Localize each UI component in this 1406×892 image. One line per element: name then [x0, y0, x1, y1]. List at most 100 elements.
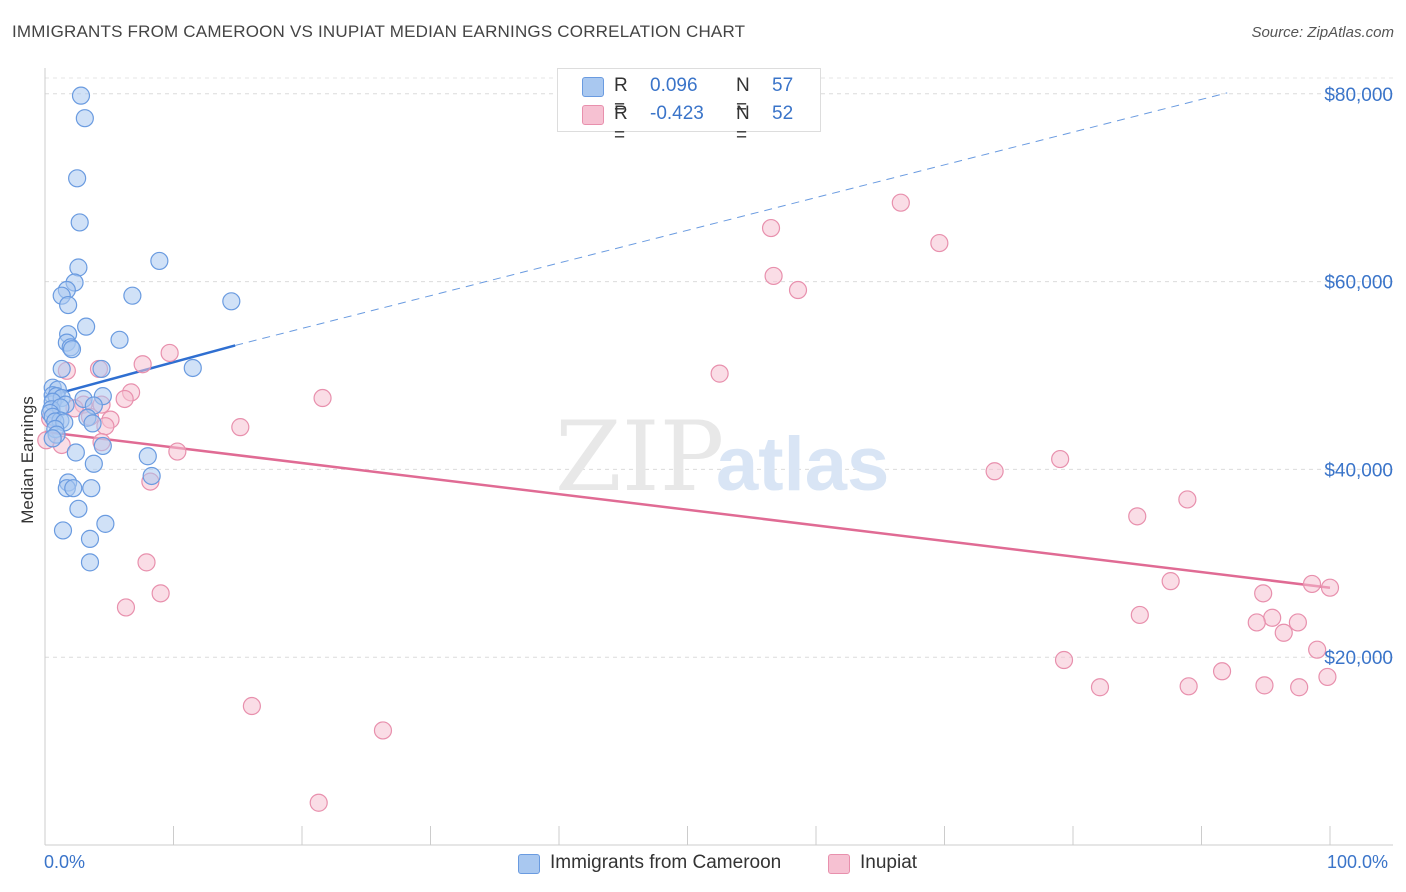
series-swatch-inupiat: [828, 854, 850, 874]
point-cameroon-46: [84, 454, 103, 473]
point-inupiat-28: [1178, 490, 1197, 509]
point-cameroon-12: [77, 317, 96, 336]
x-tick-label-min: 0.0%: [44, 852, 86, 872]
point-cameroon-15: [110, 330, 129, 349]
point-inupiat-52: [309, 793, 328, 812]
point-inupiat-11: [115, 389, 134, 409]
legend-n-label: N =: [736, 103, 750, 146]
chart-title: IMMIGRANTS FROM CAMEROON VS INUPIAT MEDI…: [12, 22, 746, 41]
point-inupiat-51: [373, 721, 393, 740]
point-inupiat-6: [133, 355, 152, 374]
point-inupiat-5: [160, 343, 179, 363]
point-cameroon-55: [80, 529, 100, 548]
point-cameroon-3: [70, 213, 89, 232]
y-tick-label-0: $20,000: [1324, 648, 1393, 669]
point-cameroon-18: [52, 359, 71, 379]
point-inupiat-0: [891, 193, 910, 212]
legend-r-value: 0.096: [650, 75, 698, 96]
point-cameroon-11: [222, 292, 241, 311]
series-swatch-cameroon: [518, 854, 540, 874]
point-cameroon-39: [83, 414, 102, 433]
point-inupiat-38: [1130, 605, 1149, 625]
point-cameroon-10: [59, 295, 78, 315]
point-cameroon-4: [69, 258, 88, 277]
point-cameroon-1: [75, 109, 94, 128]
point-cameroon-56: [80, 553, 100, 572]
point-inupiat-37: [1263, 608, 1282, 627]
watermark-zip: ZIP: [555, 401, 724, 513]
correlation-legend: R = 0.096 N = 57 R = -0.423 N = 52: [557, 68, 821, 146]
y-tick-label-1: $40,000: [1324, 460, 1393, 481]
point-cameroon-2: [68, 169, 87, 188]
trend-line-cameroon-extension: [235, 92, 1228, 346]
point-cameroon-43: [93, 436, 112, 456]
source-credit: Source: ZipAtlas.com: [1251, 24, 1394, 41]
point-inupiat-48: [1255, 676, 1274, 695]
point-cameroon-45: [138, 447, 157, 466]
point-cameroon-52: [69, 499, 88, 518]
y-tick-label-3: $80,000: [1324, 85, 1393, 106]
legend-n-value: 57: [772, 75, 794, 96]
point-inupiat-3: [764, 266, 783, 286]
point-cameroon-47: [142, 466, 161, 486]
watermark: ZIP atlas: [555, 401, 889, 513]
point-inupiat-44: [1212, 662, 1232, 681]
point-inupiat-12: [313, 388, 332, 408]
legend-r-label: R =: [614, 103, 628, 146]
y-tick-label-2: $60,000: [1324, 273, 1393, 294]
point-inupiat-42: [1308, 640, 1327, 659]
series-label-inupiat: Inupiat: [860, 852, 918, 873]
point-inupiat-19: [231, 418, 250, 437]
axes: [44, 68, 1393, 846]
legend-n-label: N =: [736, 75, 750, 118]
point-inupiat-50: [242, 696, 261, 716]
point-cameroon-0: [71, 86, 91, 105]
legend-swatch-cameroon: [582, 77, 604, 97]
legend-swatch-inupiat: [582, 105, 604, 125]
point-cameroon-51: [82, 479, 101, 498]
point-inupiat-47: [1179, 677, 1198, 696]
point-inupiat-39: [1247, 613, 1266, 632]
point-inupiat-40: [1274, 623, 1293, 642]
point-cameroon-44: [66, 443, 85, 462]
point-inupiat-29: [1128, 507, 1147, 526]
x-tick-label-max: 100.0%: [1327, 852, 1389, 872]
point-inupiat-32: [1302, 574, 1322, 594]
point-inupiat-4: [788, 280, 808, 300]
point-inupiat-46: [1090, 678, 1110, 697]
point-cameroon-9: [123, 286, 142, 305]
point-cameroon-50: [64, 479, 83, 498]
point-inupiat-49: [1290, 678, 1309, 697]
point-inupiat-26: [985, 462, 1004, 481]
point-inupiat-25: [1051, 449, 1070, 469]
data-points: [37, 86, 1340, 812]
point-cameroon-5: [150, 251, 169, 271]
point-inupiat-9: [710, 364, 729, 383]
point-inupiat-35: [151, 584, 170, 603]
point-cameroon-20: [183, 358, 202, 378]
point-inupiat-30: [137, 553, 156, 572]
point-cameroon-17: [62, 340, 82, 359]
point-inupiat-2: [761, 218, 781, 238]
y-axis-label: Median Earnings: [18, 396, 37, 524]
legend-r-label: R =: [614, 75, 628, 118]
y-tick-labels: $20,000 $40,000 $60,000 $80,000: [1324, 85, 1393, 669]
point-inupiat-33: [1320, 578, 1340, 597]
point-cameroon-19: [92, 359, 111, 379]
point-inupiat-1: [930, 233, 949, 253]
point-cameroon-54: [53, 521, 73, 540]
series-label-cameroon: Immigrants from Cameroon: [550, 852, 782, 873]
point-cameroon-42: [43, 429, 62, 448]
point-inupiat-31: [1161, 572, 1180, 591]
point-inupiat-34: [1254, 584, 1273, 603]
watermark-atlas: atlas: [716, 422, 889, 507]
trend-line-inupiat: [44, 430, 1331, 589]
legend-r-value: -0.423: [650, 103, 704, 124]
legend-n-value: 52: [772, 103, 794, 124]
point-inupiat-41: [1288, 613, 1307, 632]
point-cameroon-53: [96, 514, 115, 533]
point-inupiat-36: [116, 598, 136, 617]
point-inupiat-43: [1054, 650, 1074, 670]
point-inupiat-45: [1318, 667, 1337, 687]
